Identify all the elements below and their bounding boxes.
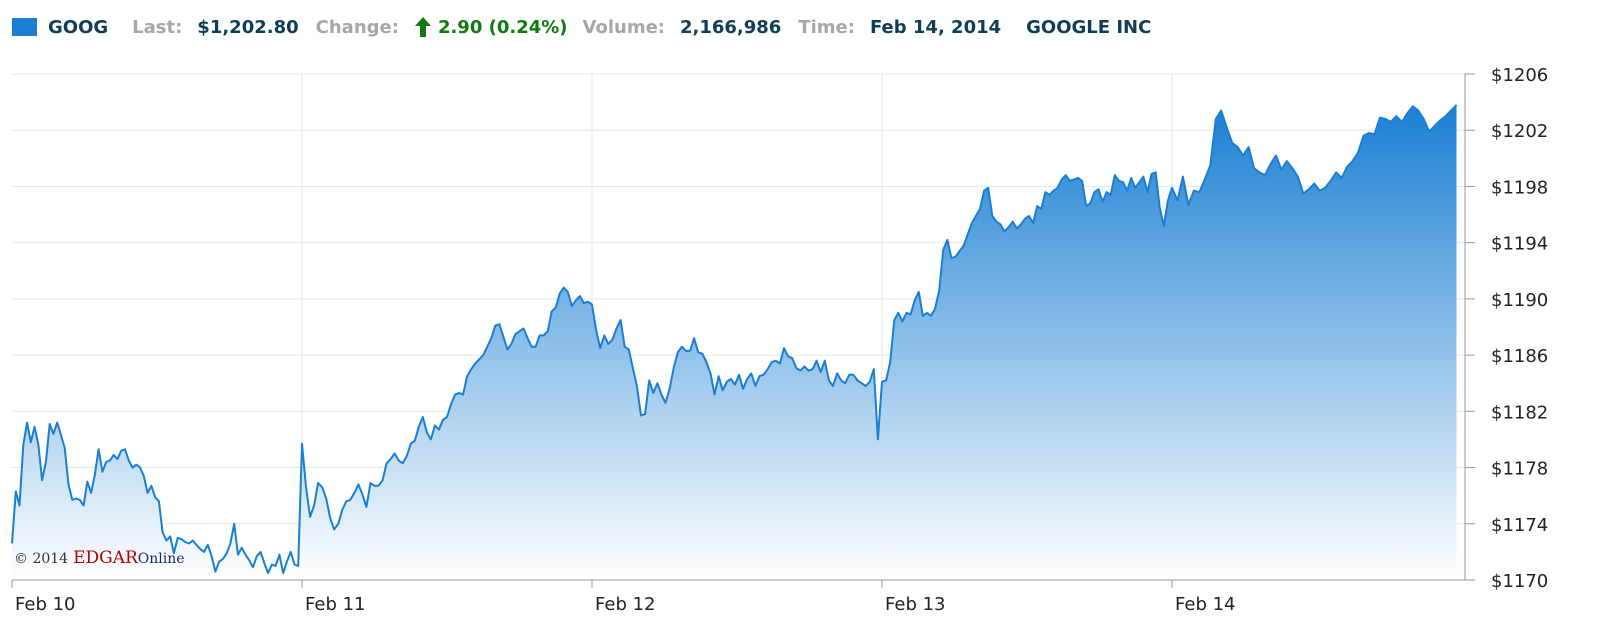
volume-label: Volume: <box>582 16 665 38</box>
volume-value: 2,166,986 <box>679 16 782 38</box>
y-tick-label: $1194 <box>1491 234 1548 255</box>
series-swatch <box>12 18 37 36</box>
up-arrow-icon <box>414 17 431 37</box>
change-value-group: 2.90 (0.24%) <box>414 16 568 38</box>
change-value: 2.90 (0.24%) <box>437 16 568 38</box>
quote-header: GOOG Last: $1,202.80 Change: 2.90 (0.24%… <box>12 10 1151 44</box>
x-tick-label: Feb 12 <box>595 594 656 615</box>
y-tick-label: $1198 <box>1491 177 1548 198</box>
y-tick-label: $1206 <box>1491 65 1548 86</box>
y-tick-label: $1186 <box>1491 346 1548 367</box>
price-area-fill <box>12 104 1457 581</box>
edgar-online-watermark: © 2014 EDGAROnline <box>14 548 185 568</box>
y-tick-label: $1202 <box>1491 121 1548 142</box>
watermark-copyright: © 2014 <box>14 551 68 567</box>
y-tick-label: $1174 <box>1491 515 1548 536</box>
ticker-symbol: GOOG <box>48 16 109 38</box>
y-tick-label: $1178 <box>1491 459 1548 480</box>
watermark-brand-main: EDGAR <box>73 548 139 568</box>
time-label: Time: <box>798 16 855 38</box>
x-tick-label: Feb 11 <box>305 594 366 615</box>
time-value: Feb 14, 2014 <box>869 16 1002 38</box>
x-tick-label: Feb 13 <box>885 594 946 615</box>
watermark-brand-suffix: Online <box>138 551 185 567</box>
last-value: $1,202.80 <box>197 16 299 38</box>
change-label: Change: <box>315 16 399 38</box>
x-tick-label: Feb 14 <box>1175 594 1236 615</box>
last-label: Last: <box>132 16 183 38</box>
y-tick-label: $1190 <box>1491 290 1548 311</box>
company-name: GOOGLE INC <box>1026 16 1152 38</box>
price-line <box>11 104 1458 574</box>
y-tick-label: $1170 <box>1491 571 1548 592</box>
x-tick-label: Feb 10 <box>15 594 76 615</box>
y-tick-label: $1182 <box>1491 402 1548 423</box>
